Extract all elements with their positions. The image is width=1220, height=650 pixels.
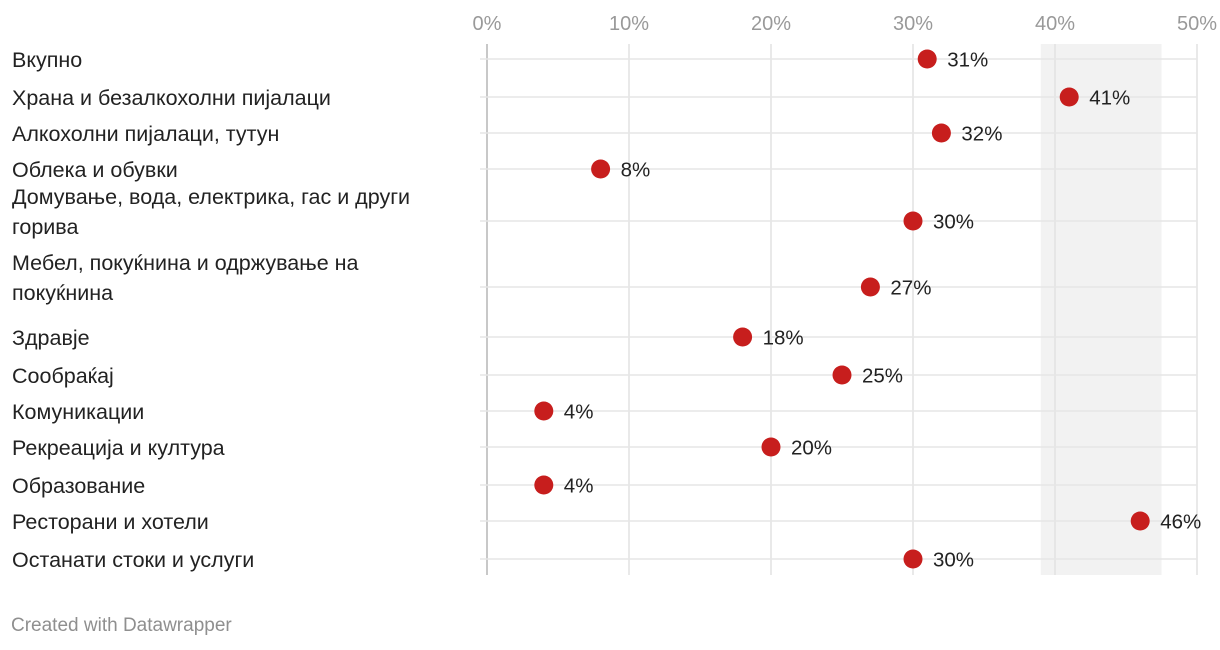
category-label-6: Здравје: [12, 326, 90, 350]
data-point-11: [1130, 511, 1150, 531]
value-labels: 31% 41% 32% 8% 30% 27% 18% 25% 4% 20% 4% 46% 30%: [564, 49, 1201, 572]
category-label-10: Образование: [12, 474, 145, 498]
category-label-8: Комуникации: [12, 400, 144, 424]
value-label-10: 4%: [564, 475, 594, 498]
value-label-6: 18%: [763, 327, 804, 350]
category-label-5-line-0: Мебел, покуќнина и одржување на: [12, 251, 359, 275]
data-point-5: [860, 277, 880, 297]
value-label-5: 27%: [890, 277, 931, 300]
data-points: [534, 49, 1150, 569]
category-label-0: Вкупно: [12, 48, 82, 72]
data-point-4: [903, 211, 923, 231]
category-label-1: Храна и безалкохолни пијалаци: [12, 86, 331, 110]
highlight-band: [1040, 44, 1162, 575]
data-point-6: [733, 327, 753, 347]
data-point-12: [903, 549, 923, 569]
data-point-0: [917, 49, 937, 69]
x-tick-label-30: 30%: [893, 13, 933, 35]
value-label-12: 30%: [933, 549, 974, 572]
x-axis-ticks: 0% 10% 20% 30% 40% 50%: [473, 13, 1218, 35]
category-label-7: Сообраќај: [12, 364, 114, 388]
category-label-4-line-1: горива: [12, 215, 78, 239]
value-label-3: 8%: [621, 159, 651, 182]
data-point-3: [591, 159, 611, 179]
datawrapper-credit[interactable]: Created with Datawrapper: [11, 615, 232, 636]
value-label-7: 25%: [862, 365, 903, 388]
x-tick-label-40: 40%: [1035, 13, 1075, 35]
x-tick-label-20: 20%: [751, 13, 791, 35]
value-label-0: 31%: [947, 49, 988, 72]
data-point-2: [931, 123, 951, 143]
data-point-9: [761, 437, 781, 457]
category-label-12: Останати стоки и услуги: [12, 548, 254, 572]
category-label-2: Алкохолни пијалаци, тутун: [12, 122, 279, 146]
category-labels: Вкупно Храна и безалкохолни пијалаци Алкох…: [12, 48, 410, 572]
value-label-4: 30%: [933, 211, 974, 234]
category-label-5-line-1: покуќнина: [12, 281, 113, 305]
highlight-band-layer: [1040, 44, 1162, 575]
data-point-8: [534, 401, 554, 421]
data-point-7: [832, 365, 852, 385]
x-tick-label-50: 50%: [1177, 13, 1217, 35]
value-label-8: 4%: [564, 401, 594, 424]
data-point-1: [1059, 87, 1079, 107]
category-label-3: Облека и обувки: [12, 158, 178, 182]
category-label-11: Ресторани и хотели: [12, 510, 209, 534]
category-label-4-line-0: Домување, вода, електрика, гас и други: [12, 185, 410, 209]
value-label-1: 41%: [1089, 87, 1130, 110]
value-label-9: 20%: [791, 437, 832, 460]
value-label-2: 32%: [961, 123, 1002, 146]
data-point-10: [534, 475, 554, 495]
x-tick-label-10: 10%: [609, 13, 649, 35]
value-label-11: 46%: [1160, 511, 1201, 534]
x-tick-label-0: 0%: [473, 13, 502, 35]
category-label-9: Рекреација и култура: [12, 436, 225, 460]
